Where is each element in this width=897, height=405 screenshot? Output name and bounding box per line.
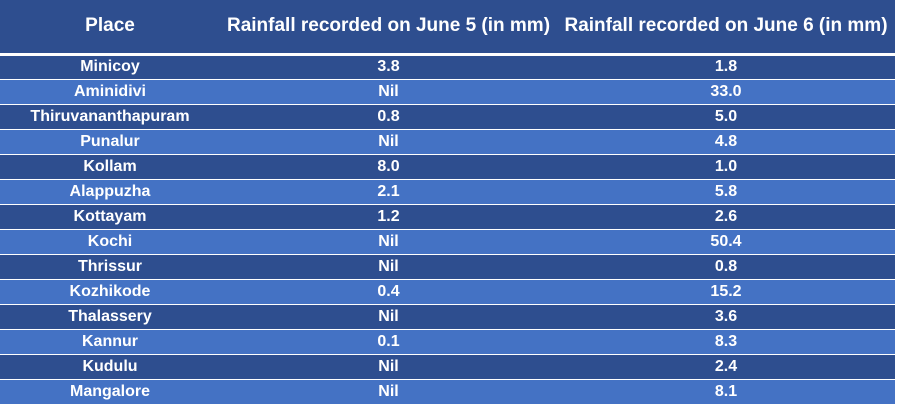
cell-june-5: Nil — [220, 353, 557, 379]
cell-june-5: 0.1 — [220, 328, 557, 354]
table-row: Kannur 0.1 8.3 — [0, 328, 895, 354]
cell-place: Minicoy — [0, 53, 220, 79]
cell-june-5: 2.1 — [220, 178, 557, 204]
cell-june-5: Nil — [220, 253, 557, 279]
cell-june-5: 1.2 — [220, 203, 557, 229]
table-row: Thrissur Nil 0.8 — [0, 253, 895, 279]
cell-june-5: 0.8 — [220, 103, 557, 129]
column-header-june-5: Rainfall recorded on June 5 (in mm) — [220, 0, 557, 56]
table-body: Minicoy 3.8 1.8 Aminidivi Nil 33.0 Thiruvanant… — [0, 53, 895, 404]
cell-june-6: 1.8 — [557, 53, 895, 79]
table-row: Minicoy 3.8 1.8 — [0, 53, 895, 79]
cell-place: Thalassery — [0, 303, 220, 329]
column-header-june-6: Rainfall recorded on June 6 (in mm) — [557, 0, 895, 56]
cell-place: Kollam — [0, 153, 220, 179]
table-header: Place Rainfall recorded on June 5 (in mm… — [0, 0, 895, 56]
table-row: Kudulu Nil 2.4 — [0, 353, 895, 379]
cell-june-5: Nil — [220, 378, 557, 404]
cell-june-6: 5.0 — [557, 103, 895, 129]
cell-june-5: Nil — [220, 228, 557, 254]
cell-june-5: 0.4 — [220, 278, 557, 304]
header-row: Place Rainfall recorded on June 5 (in mm… — [0, 0, 895, 56]
cell-place: Kudulu — [0, 353, 220, 379]
table-row: Kollam 8.0 1.0 — [0, 153, 895, 179]
table-row: Kottayam 1.2 2.6 — [0, 203, 895, 229]
table-row: Mangalore Nil 8.1 — [0, 378, 895, 404]
cell-june-6: 8.3 — [557, 328, 895, 354]
cell-place: Punalur — [0, 128, 220, 154]
table-row: Thiruvananthapuram 0.8 5.0 — [0, 103, 895, 129]
table-row: Aminidivi Nil 33.0 — [0, 78, 895, 104]
cell-place: Kottayam — [0, 203, 220, 229]
column-header-place: Place — [0, 0, 220, 56]
cell-place: Mangalore — [0, 378, 220, 404]
cell-june-6: 50.4 — [557, 228, 895, 254]
cell-june-6: 33.0 — [557, 78, 895, 104]
cell-june-6: 0.8 — [557, 253, 895, 279]
cell-place: Thiruvananthapuram — [0, 103, 220, 129]
cell-june-6: 5.8 — [557, 178, 895, 204]
cell-june-6: 8.1 — [557, 378, 895, 404]
cell-june-6: 2.6 — [557, 203, 895, 229]
cell-june-5: 8.0 — [220, 153, 557, 179]
cell-june-5: Nil — [220, 128, 557, 154]
cell-place: Kannur — [0, 328, 220, 354]
cell-june-6: 15.2 — [557, 278, 895, 304]
cell-place: Kozhikode — [0, 278, 220, 304]
table-row: Kochi Nil 50.4 — [0, 228, 895, 254]
cell-place: Aminidivi — [0, 78, 220, 104]
table-row: Punalur Nil 4.8 — [0, 128, 895, 154]
cell-june-5: Nil — [220, 303, 557, 329]
cell-june-6: 3.6 — [557, 303, 895, 329]
table-row: Kozhikode 0.4 15.2 — [0, 278, 895, 304]
cell-june-6: 4.8 — [557, 128, 895, 154]
cell-place: Kochi — [0, 228, 220, 254]
cell-place: Thrissur — [0, 253, 220, 279]
table-row: Alappuzha 2.1 5.8 — [0, 178, 895, 204]
cell-june-6: 1.0 — [557, 153, 895, 179]
cell-place: Alappuzha — [0, 178, 220, 204]
cell-june-5: 3.8 — [220, 53, 557, 79]
table-row: Thalassery Nil 3.6 — [0, 303, 895, 329]
cell-june-5: Nil — [220, 78, 557, 104]
cell-june-6: 2.4 — [557, 353, 895, 379]
